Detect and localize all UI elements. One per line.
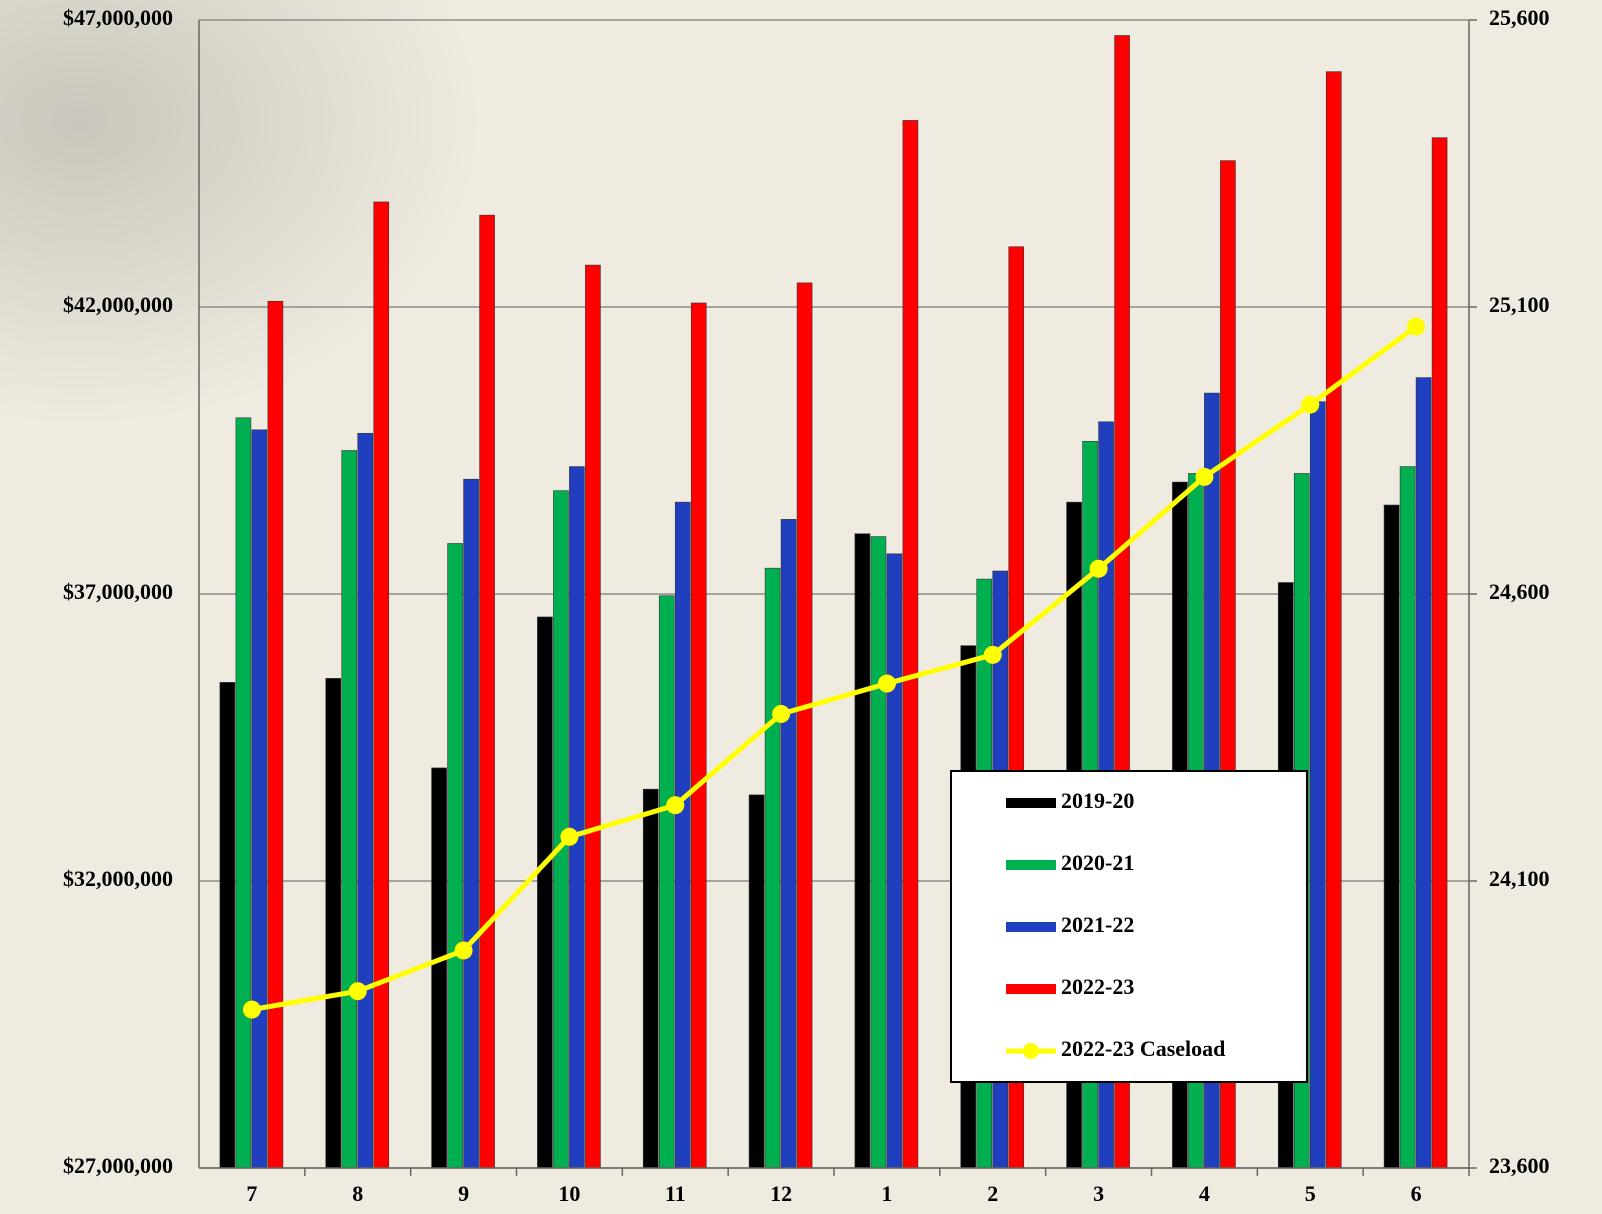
bar: [357, 432, 374, 1169]
bar: [658, 595, 675, 1169]
line-point: [242, 1000, 261, 1019]
legend-swatch: [1006, 922, 1056, 932]
y2-tick-label: 23,600: [1489, 1153, 1550, 1178]
x-tick-label: 2: [987, 1181, 998, 1206]
bar: [764, 567, 781, 1169]
line-point: [877, 674, 896, 693]
bar: [690, 302, 707, 1169]
line-point: [1089, 559, 1108, 578]
bar: [219, 682, 236, 1169]
bar: [267, 300, 284, 1169]
line-point: [348, 982, 367, 1001]
y-tick-label: $37,000,000: [63, 579, 173, 604]
line-point: [454, 941, 473, 960]
legend-label: 2022-23: [1061, 974, 1134, 999]
y2-tick-label: 24,100: [1489, 866, 1550, 891]
y-tick-label: $47,000,000: [63, 5, 173, 30]
legend-label: 2020-21: [1061, 850, 1134, 875]
bar: [902, 120, 919, 1169]
legend-swatch: [1006, 984, 1056, 994]
x-tick-label: 3: [1093, 1181, 1104, 1206]
bar: [235, 417, 252, 1169]
x-tick-label: 6: [1411, 1181, 1422, 1206]
bar: [854, 533, 871, 1169]
bar: [479, 214, 495, 1169]
x-tick-label: 9: [458, 1181, 469, 1206]
x-tick-label: 1: [881, 1181, 892, 1206]
x-tick-label: 11: [665, 1181, 686, 1206]
bar: [886, 553, 903, 1169]
legend-label: 2019-20: [1061, 788, 1134, 813]
y2-tick-label: 24,600: [1489, 579, 1550, 604]
legend-swatch: [1006, 798, 1056, 808]
bar: [447, 543, 463, 1169]
y-tick-label: $42,000,000: [63, 292, 173, 317]
bar: [373, 201, 390, 1169]
x-tick-label: 8: [352, 1181, 363, 1206]
y-tick-label: $32,000,000: [63, 866, 173, 891]
line-point: [983, 645, 1002, 664]
bar: [569, 466, 585, 1169]
bar: [796, 282, 813, 1169]
bar: [463, 478, 479, 1169]
bar: [642, 788, 659, 1169]
y2-tick-label: 25,600: [1489, 5, 1550, 30]
bar: [870, 536, 887, 1169]
bar: [780, 519, 797, 1169]
line-point: [1301, 395, 1320, 414]
line: [251, 324, 1418, 1013]
bar: [1309, 401, 1326, 1169]
bar: [1431, 137, 1448, 1169]
line-point: [1195, 467, 1214, 486]
bar: [325, 678, 342, 1169]
bar: [1325, 71, 1342, 1169]
legend-label: 2022-23 Caseload: [1061, 1036, 1225, 1061]
bar: [1415, 377, 1432, 1169]
x-tick-label: 7: [246, 1181, 257, 1206]
x-tick-label: 5: [1305, 1181, 1316, 1206]
x-tick-label: 4: [1199, 1181, 1210, 1206]
bar: [537, 616, 553, 1169]
line-point: [772, 704, 791, 723]
y2-tick-label: 25,100: [1489, 292, 1550, 317]
x-tick-label: 10: [558, 1181, 580, 1206]
bar: [341, 450, 358, 1169]
y-tick-label: $27,000,000: [63, 1153, 173, 1178]
line-point: [560, 827, 579, 846]
bar: [748, 794, 765, 1169]
bar: [431, 767, 447, 1169]
bar: [1383, 504, 1400, 1169]
line-point: [666, 796, 685, 815]
bar: [674, 501, 691, 1169]
line-point: [1407, 317, 1426, 336]
legend-swatch: [1023, 1043, 1039, 1059]
x-tick-label: 12: [770, 1181, 792, 1206]
bar: [1399, 466, 1416, 1169]
bar: [251, 429, 268, 1169]
legend-label: 2021-22: [1061, 912, 1134, 937]
legend-swatch: [1006, 860, 1056, 870]
bar: [585, 264, 601, 1169]
